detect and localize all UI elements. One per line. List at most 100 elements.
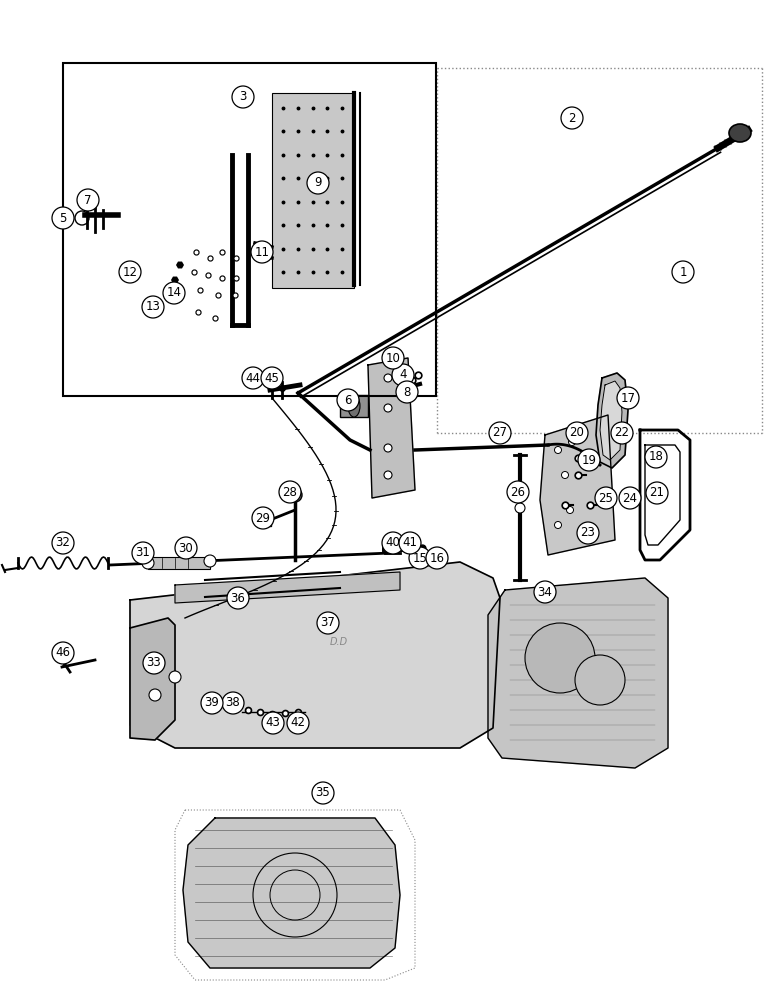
Text: 10: 10	[385, 352, 401, 364]
Circle shape	[611, 422, 633, 444]
Text: 21: 21	[649, 487, 665, 499]
Circle shape	[232, 86, 254, 108]
Circle shape	[279, 481, 301, 503]
Circle shape	[261, 367, 283, 389]
Bar	[272, 93, 354, 288]
Circle shape	[384, 444, 392, 452]
Circle shape	[554, 522, 561, 528]
Polygon shape	[130, 562, 500, 748]
Circle shape	[312, 782, 334, 804]
Circle shape	[578, 449, 600, 471]
Circle shape	[525, 623, 595, 693]
Polygon shape	[596, 373, 628, 468]
Circle shape	[575, 655, 625, 705]
Circle shape	[262, 712, 284, 734]
Circle shape	[119, 261, 141, 283]
Ellipse shape	[348, 395, 360, 417]
Circle shape	[515, 503, 525, 513]
Text: 35: 35	[316, 786, 330, 800]
Circle shape	[242, 367, 264, 389]
Text: 15: 15	[412, 552, 428, 564]
Ellipse shape	[729, 124, 751, 142]
Text: 18: 18	[648, 450, 663, 464]
Circle shape	[288, 488, 302, 502]
Circle shape	[426, 547, 448, 569]
Polygon shape	[175, 572, 400, 603]
Circle shape	[619, 487, 641, 509]
Text: 42: 42	[290, 716, 306, 730]
Text: 41: 41	[402, 536, 418, 550]
Circle shape	[554, 446, 561, 454]
Circle shape	[77, 189, 99, 211]
Polygon shape	[176, 262, 184, 268]
Text: 24: 24	[622, 491, 638, 504]
Polygon shape	[130, 618, 175, 740]
Circle shape	[251, 241, 273, 263]
Polygon shape	[600, 381, 622, 460]
Text: 12: 12	[123, 265, 137, 278]
Circle shape	[52, 207, 74, 229]
Text: 29: 29	[256, 512, 270, 524]
Text: 2: 2	[568, 111, 576, 124]
Bar	[340, 395, 368, 417]
Circle shape	[52, 532, 74, 554]
Text: 3: 3	[239, 91, 247, 104]
Circle shape	[337, 389, 359, 411]
Circle shape	[489, 422, 511, 444]
Circle shape	[149, 654, 161, 666]
Bar	[148, 557, 210, 569]
Circle shape	[646, 482, 668, 504]
Polygon shape	[540, 415, 615, 555]
Text: 38: 38	[225, 696, 240, 710]
Text: 32: 32	[56, 536, 70, 550]
Text: 9: 9	[314, 176, 322, 190]
Text: 36: 36	[231, 591, 245, 604]
Text: 22: 22	[615, 426, 629, 440]
Text: 4: 4	[399, 368, 407, 381]
Text: 28: 28	[283, 486, 297, 498]
Circle shape	[672, 261, 694, 283]
Circle shape	[617, 387, 639, 409]
Circle shape	[595, 487, 617, 509]
Text: 17: 17	[621, 391, 635, 404]
Circle shape	[227, 587, 249, 609]
Text: 30: 30	[178, 542, 193, 554]
Circle shape	[384, 471, 392, 479]
Text: 20: 20	[570, 426, 584, 440]
Polygon shape	[166, 292, 174, 298]
Polygon shape	[171, 277, 179, 283]
Circle shape	[142, 296, 164, 318]
Circle shape	[382, 532, 404, 554]
Text: 5: 5	[59, 212, 66, 225]
Circle shape	[384, 374, 392, 382]
Circle shape	[201, 692, 223, 714]
Text: 1: 1	[679, 265, 687, 278]
Circle shape	[307, 172, 329, 194]
Text: 26: 26	[510, 486, 526, 498]
Circle shape	[252, 507, 274, 529]
Text: 6: 6	[344, 393, 352, 406]
Circle shape	[645, 446, 667, 468]
Polygon shape	[183, 818, 400, 968]
Text: 39: 39	[205, 696, 219, 710]
Circle shape	[204, 555, 216, 567]
Circle shape	[409, 547, 431, 569]
Text: 19: 19	[581, 454, 597, 466]
Text: 8: 8	[403, 385, 411, 398]
Text: 43: 43	[266, 716, 280, 730]
Circle shape	[163, 282, 185, 304]
Text: 44: 44	[245, 371, 260, 384]
Text: 7: 7	[84, 194, 92, 207]
Circle shape	[222, 692, 244, 714]
Circle shape	[132, 542, 154, 564]
Bar	[63, 63, 436, 396]
Circle shape	[561, 107, 583, 129]
Circle shape	[52, 642, 74, 664]
Circle shape	[396, 381, 418, 403]
Circle shape	[568, 438, 575, 446]
Circle shape	[384, 404, 392, 412]
Circle shape	[142, 557, 154, 569]
Circle shape	[143, 652, 165, 674]
Circle shape	[507, 481, 529, 503]
Text: 46: 46	[56, 647, 70, 660]
